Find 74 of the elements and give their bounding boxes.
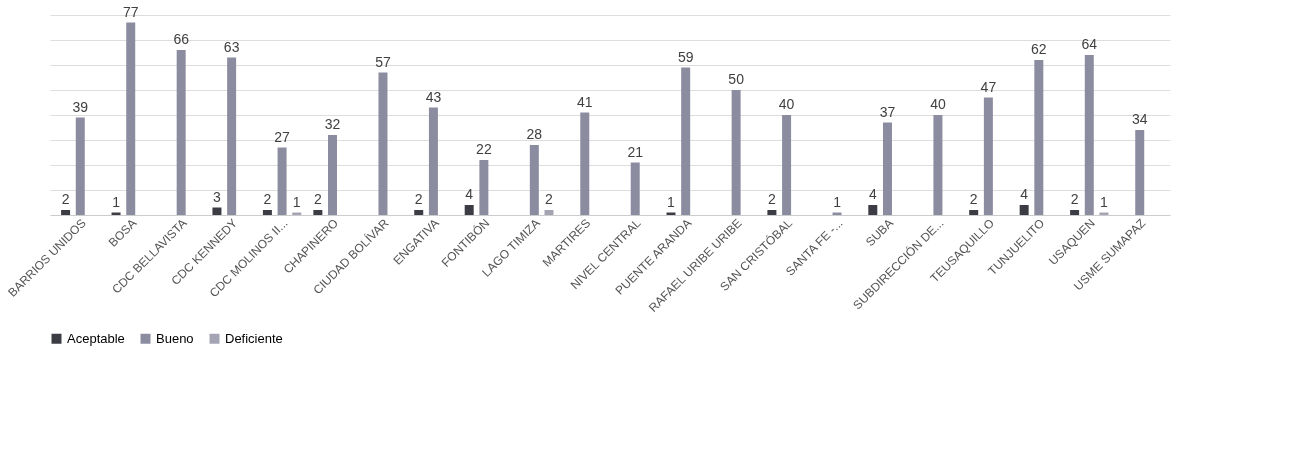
data-label: 2 [1070, 191, 1079, 207]
bar [227, 57, 237, 215]
data-label: 4 [1020, 186, 1029, 202]
data-label: 32 [324, 116, 341, 132]
data-label: 66 [173, 31, 190, 47]
data-label: 40 [778, 96, 795, 112]
data-label: 4 [465, 186, 474, 202]
bar [61, 210, 71, 215]
legend-label: Deficiente [225, 330, 283, 346]
bar [529, 145, 539, 215]
bar [328, 135, 338, 215]
data-label: 47 [980, 78, 997, 95]
data-label: 2 [263, 191, 272, 207]
data-label: 1 [112, 193, 121, 210]
bar [868, 205, 878, 215]
bar [882, 122, 892, 215]
data-label: 40 [930, 96, 946, 112]
data-label: 41 [576, 93, 593, 110]
data-label: 64 [1081, 36, 1098, 52]
data-label: 62 [1031, 41, 1047, 57]
data-label: 1 [1100, 193, 1109, 210]
bar [313, 210, 323, 215]
data-label: 77 [122, 3, 139, 20]
data-label: 34 [1131, 111, 1148, 127]
data-label: 2 [313, 191, 322, 207]
data-label: 22 [476, 141, 492, 157]
bar [969, 210, 979, 215]
bar [681, 67, 691, 215]
legend-label: Aceptable [67, 330, 125, 346]
bar [1034, 60, 1044, 215]
data-label: 1 [833, 193, 842, 210]
data-label: 4 [868, 186, 877, 202]
bar [378, 72, 388, 215]
bar [1070, 210, 1080, 215]
data-label: 27 [274, 128, 291, 145]
bar [479, 160, 489, 215]
bar [1135, 130, 1145, 215]
bar [630, 162, 640, 215]
bar [464, 205, 474, 215]
bar [126, 22, 136, 215]
bar [731, 90, 741, 215]
data-label: 21 [627, 143, 644, 160]
bar [933, 115, 943, 215]
bar [262, 210, 272, 215]
bar [1019, 205, 1029, 215]
data-label: 2 [545, 191, 554, 207]
data-label: 1 [292, 193, 301, 210]
data-label: 2 [61, 191, 70, 207]
data-label: 3 [213, 188, 222, 205]
data-label: 39 [72, 98, 89, 115]
bar [176, 50, 186, 215]
data-label: 2 [768, 191, 776, 207]
bar [782, 115, 792, 215]
bar [983, 97, 993, 215]
data-label: 2 [969, 191, 978, 207]
data-label: 59 [677, 48, 694, 65]
bar [414, 210, 424, 215]
bar [277, 147, 287, 215]
data-label: 37 [879, 103, 896, 120]
bar [428, 107, 438, 215]
data-label: 50 [728, 71, 745, 87]
data-label: 43 [425, 88, 442, 105]
bar [544, 210, 554, 215]
data-label: 57 [375, 53, 391, 70]
legend-label: Bueno [156, 330, 194, 346]
data-label: 28 [526, 126, 543, 142]
bar [212, 207, 222, 215]
bar [75, 117, 85, 215]
data-label: 2 [414, 191, 423, 207]
bar [767, 210, 777, 215]
data-label: 1 [667, 193, 676, 210]
data-label: 63 [223, 38, 240, 55]
bar [580, 112, 590, 215]
bar [1084, 55, 1094, 215]
